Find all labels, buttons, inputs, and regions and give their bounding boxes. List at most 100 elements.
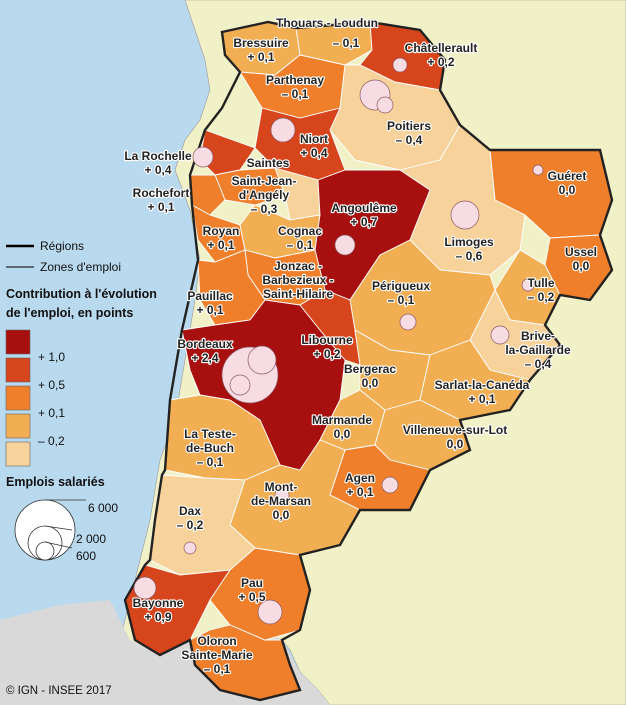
zone-label-mont-de-marsan: Mont-de-Marsan 0,0 <box>251 480 311 522</box>
zone-label-poitiers: Poitiers – 0,4 <box>387 119 431 147</box>
zone-label-line: Châtellerault <box>405 41 478 55</box>
zone-label-royan: Royan + 0,1 <box>203 224 240 252</box>
zone-label-line: Ussel <box>565 245 597 259</box>
copyright: © IGN - INSEE 2017 <box>6 685 112 697</box>
zone-label-line: Thouars - Loudun <box>276 16 378 30</box>
zone-label-line: Agen <box>345 471 375 485</box>
zone-label-limoges: Limoges – 0,6 <box>444 235 494 263</box>
zone-label-line: Parthenay <box>266 73 324 87</box>
zone-label-line: – 0,1 <box>204 662 231 676</box>
zone-label-line: Angoulême <box>331 201 397 215</box>
zone-label-angouleme: Angoulême + 0,7 <box>331 201 397 229</box>
zone-label-line: de-Buch <box>186 441 234 455</box>
legend-break-2: + 0,5 <box>38 378 65 392</box>
bubble-bayonne <box>133 576 157 600</box>
legend-swatch-1 <box>5 357 31 383</box>
zone-label-line: – 0,2 <box>528 290 555 304</box>
zone-label-line: Pau <box>241 576 263 590</box>
bubble-angouleme <box>334 234 356 256</box>
employment-bubbles <box>133 57 544 625</box>
legend-swatch-2 <box>5 385 31 411</box>
zone-label-line: – 0,1 <box>282 87 309 101</box>
legend-zones-label: Zones d'emploi <box>40 260 121 274</box>
zone-label-la-teste: La Teste-de-Buch – 0,1 <box>184 427 236 469</box>
zone-label-line: 0,0 <box>573 259 590 273</box>
legend-break-1: + 1,0 <box>38 350 65 364</box>
zone-label-tulle: Tulle – 0,2 <box>527 276 554 304</box>
bubble-niort <box>270 117 296 143</box>
zone-label-villeneuve: Villeneuve-sur-Lot 0,0 <box>403 423 507 451</box>
zone-label-line: – 0,2 <box>177 518 204 532</box>
zone-label-line: la-Gaillarde <box>505 343 571 357</box>
legend-contribution-title-2: de l'emploi, en points <box>6 306 133 320</box>
zone-label-line: – 0,4 <box>396 133 423 147</box>
zone-label-line: + 0,7 <box>350 215 377 229</box>
zone-label-line: + 0,1 <box>147 200 174 214</box>
zone-label-sarlat: Sarlat-la-Canéda + 0,1 <box>435 378 530 406</box>
zone-label-line: Bayonne <box>133 596 184 610</box>
bubble-limoges <box>450 200 480 230</box>
zone-label-saintes: Saintes <box>247 156 290 170</box>
legend-swatch-0 <box>5 329 31 355</box>
zone-label-pau: Pau + 0,5 <box>238 576 265 604</box>
zone-label-bergerac: Bergerac 0,0 <box>344 362 396 390</box>
zone-label-line: Oloron <box>197 634 236 648</box>
legend-bubble-leader-3 <box>44 541 73 549</box>
zone-label-line: 0,0 <box>273 508 290 522</box>
bubble-poitiers-2 <box>376 96 394 114</box>
legend: Régions Zones d'emploi Contribution à l'… <box>5 239 157 563</box>
zone-label-niort: Niort + 0,4 <box>300 132 328 160</box>
legend-break-3: + 0,1 <box>38 406 65 420</box>
legend-bubble-value-1: 6 000 <box>88 501 118 515</box>
zone-label-ussel: Ussel 0,0 <box>565 245 597 273</box>
zone-label-line: La Rochelle <box>124 149 192 163</box>
zone-label-line: + 0,5 <box>238 590 265 604</box>
bubble-bordeaux-2 <box>247 345 277 375</box>
zone-label-line: Bergerac <box>344 362 396 376</box>
zone-label-line: Tulle <box>527 276 554 290</box>
zone-label-line: + 0,1 <box>196 303 223 317</box>
zone-label-libourne: Libourne + 0,2 <box>301 333 353 361</box>
zone-label-line: Guéret <box>548 169 587 183</box>
zone-label-line: + 0,4 <box>300 146 327 160</box>
zone-label-line: Sarlat-la-Canéda <box>435 378 530 392</box>
zone-label-line: Brive- <box>521 329 555 343</box>
zone-label-line: Barbezieux - <box>262 273 333 287</box>
legend-bubble-value-3: 600 <box>76 549 96 563</box>
legend-contribution-title-1: Contribution à l'évolution <box>6 287 157 301</box>
zone-label-line: + 0,1 <box>247 50 274 64</box>
zone-label-thouars: Thouars - Loudun <box>276 16 378 30</box>
zone-label-line: Dax <box>179 504 201 518</box>
zone-label-thouars-val: – 0,1 <box>333 36 360 50</box>
zone-label-la-rochelle: La Rochelle + 0,4 <box>124 149 192 177</box>
zone-label-line: Poitiers <box>387 119 431 133</box>
zone-label-line: Bordeaux <box>177 337 233 351</box>
zone-label-bayonne: Bayonne + 0,9 <box>133 596 184 624</box>
zone-label-dax: Dax – 0,2 <box>177 504 204 532</box>
zone-label-line: Marmande <box>312 413 372 427</box>
legend-bubble-value-2: 2 000 <box>76 532 106 546</box>
legend-emplois-title: Emplois salariés <box>6 475 105 489</box>
zone-label-chatellerault: Châtellerault + 0,2 <box>405 41 478 69</box>
zone-label-parthenay: Parthenay – 0,1 <box>266 73 324 101</box>
zone-label-line: 0,0 <box>559 183 576 197</box>
zone-label-jonzac: Jonzac -Barbezieux -Saint-Hilaire <box>262 259 333 301</box>
bubble-agen <box>381 476 399 494</box>
zone-label-line: Saint-Hilaire <box>263 287 333 301</box>
zone-label-line: + 0,1 <box>346 485 373 499</box>
legend-bubble-leader-2 <box>44 525 73 531</box>
zone-label-line: Bressuire <box>233 36 289 50</box>
zone-label-line: + 0,1 <box>468 392 495 406</box>
zone-label-line: + 0,2 <box>427 55 454 69</box>
zone-label-gueret: Guéret 0,0 <box>548 169 587 197</box>
zone-label-line: + 0,9 <box>144 610 171 624</box>
zone-label-line: Cognac <box>278 224 322 238</box>
region-border <box>123 20 614 702</box>
legend-bubble-small <box>35 541 55 561</box>
zone-label-line: + 0,2 <box>313 347 340 361</box>
zone-label-perigueux: Périgueux – 0,1 <box>372 279 430 307</box>
zone-label-line: La Teste- <box>184 427 236 441</box>
bubble-mont-de-marsan <box>274 487 290 503</box>
bubble-dax <box>183 541 197 555</box>
